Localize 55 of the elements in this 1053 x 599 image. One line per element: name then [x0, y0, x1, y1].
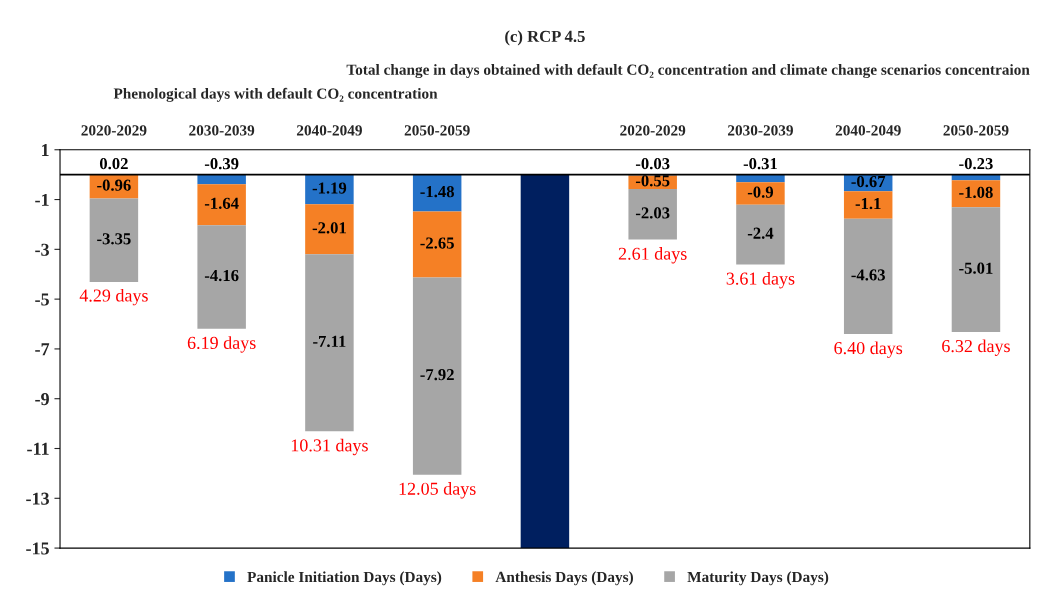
y-tick-label: -7	[35, 343, 50, 356]
data-label: -1.08	[959, 186, 993, 199]
data-label: -0.67	[851, 175, 886, 188]
x-tick-label: 2050-2059	[943, 125, 1009, 136]
data-label: -0.55	[635, 175, 670, 187]
x-tick-label: 2040-2049	[296, 125, 362, 136]
x-tick-label: 2030-2039	[727, 125, 793, 136]
annotation: 12.05 days	[399, 482, 476, 499]
data-label: -7.92	[420, 369, 454, 381]
x-tick-label: 2020-2029	[81, 125, 147, 136]
y-tick-label: -9	[35, 393, 49, 406]
data-label: -7.11	[313, 335, 346, 348]
legend-label: Maturity Days (Days)	[687, 571, 829, 586]
legend-label: Panicle Initiation Days (Days)	[247, 571, 442, 586]
data-label: -0.03	[635, 158, 670, 170]
annotation: 6.32 days	[942, 339, 1010, 356]
data-label: -5.01	[959, 262, 993, 274]
data-label: -2.03	[635, 207, 670, 219]
annotation: 4.29 days	[79, 288, 148, 306]
data-label: -1.48	[420, 185, 454, 198]
y-tick-label: -1	[35, 193, 49, 206]
data-label: -4.63	[851, 269, 885, 281]
y-tick-label: -11	[27, 442, 49, 455]
data-label: -3.35	[97, 233, 131, 245]
legend-label: Anthesis Days (Days)	[495, 571, 633, 586]
y-tick-label: -3	[35, 243, 49, 256]
chart-title: (c) RCP 4.5	[505, 30, 585, 46]
x-tick-label: 2030-2039	[189, 125, 255, 136]
x-tick-label: 2040-2049	[835, 125, 901, 136]
x-tick-label: 2020-2029	[620, 125, 686, 136]
data-label: -1.64	[204, 197, 239, 210]
annotation: 6.19 days	[187, 336, 256, 353]
data-label: -1.1	[855, 198, 881, 210]
annotation: 2.61 days	[618, 247, 687, 264]
text: Total change in days obtained with default CO₂ concentration and climate change scenarios concentraion	[346, 63, 1030, 79]
data-label: -2.4	[747, 227, 774, 239]
annotation: 6.40 days	[834, 341, 903, 358]
x-tick-label: 2050-2059	[404, 125, 470, 136]
y-tick-label: -5	[35, 293, 49, 306]
data-label: -0.96	[97, 179, 131, 191]
data-label: -0.23	[959, 158, 993, 170]
annotation: 3.61 days	[726, 271, 795, 289]
data-label: -0.9	[747, 186, 774, 198]
data-label: -1.19	[312, 182, 347, 194]
data-label: -2.65	[420, 237, 454, 249]
data-label: -4.16	[204, 269, 239, 282]
data-label: 0.02	[99, 158, 128, 170]
y-tick-label: 1	[42, 144, 49, 157]
data-label: -2.01	[312, 222, 346, 234]
y-tick-label: -13	[26, 492, 49, 505]
data-label: -0.31	[743, 158, 777, 170]
text: Phenological days with default CO₂ concentration	[113, 87, 438, 102]
annotation: 10.31 days	[291, 438, 368, 456]
y-tick-label: -15	[26, 542, 49, 555]
data-label: -0.39	[204, 158, 239, 170]
